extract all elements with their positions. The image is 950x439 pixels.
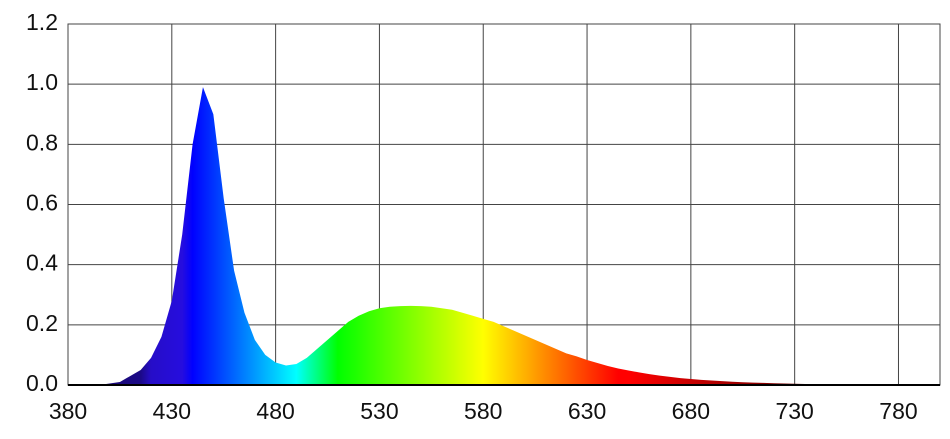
y-tick-label: 0.2 (26, 310, 58, 336)
x-tick-label: 480 (256, 398, 294, 424)
x-tick-label: 630 (568, 398, 606, 424)
x-tick-label: 730 (775, 398, 813, 424)
x-tick-label: 380 (49, 398, 87, 424)
x-tick-label: 530 (360, 398, 398, 424)
x-tick-label: 680 (672, 398, 710, 424)
spectrum-area (88, 87, 940, 386)
x-tick-label: 580 (464, 398, 502, 424)
y-tick-label: 1.2 (26, 9, 58, 35)
y-tick-label: 0.4 (26, 250, 58, 276)
y-tick-label: 0.6 (26, 190, 58, 216)
y-tick-label: 0.0 (26, 370, 58, 396)
y-tick-label: 1.0 (26, 69, 58, 95)
y-tick-label: 0.8 (26, 129, 58, 155)
x-tick-label: 780 (879, 398, 917, 424)
x-tick-label: 430 (153, 398, 191, 424)
